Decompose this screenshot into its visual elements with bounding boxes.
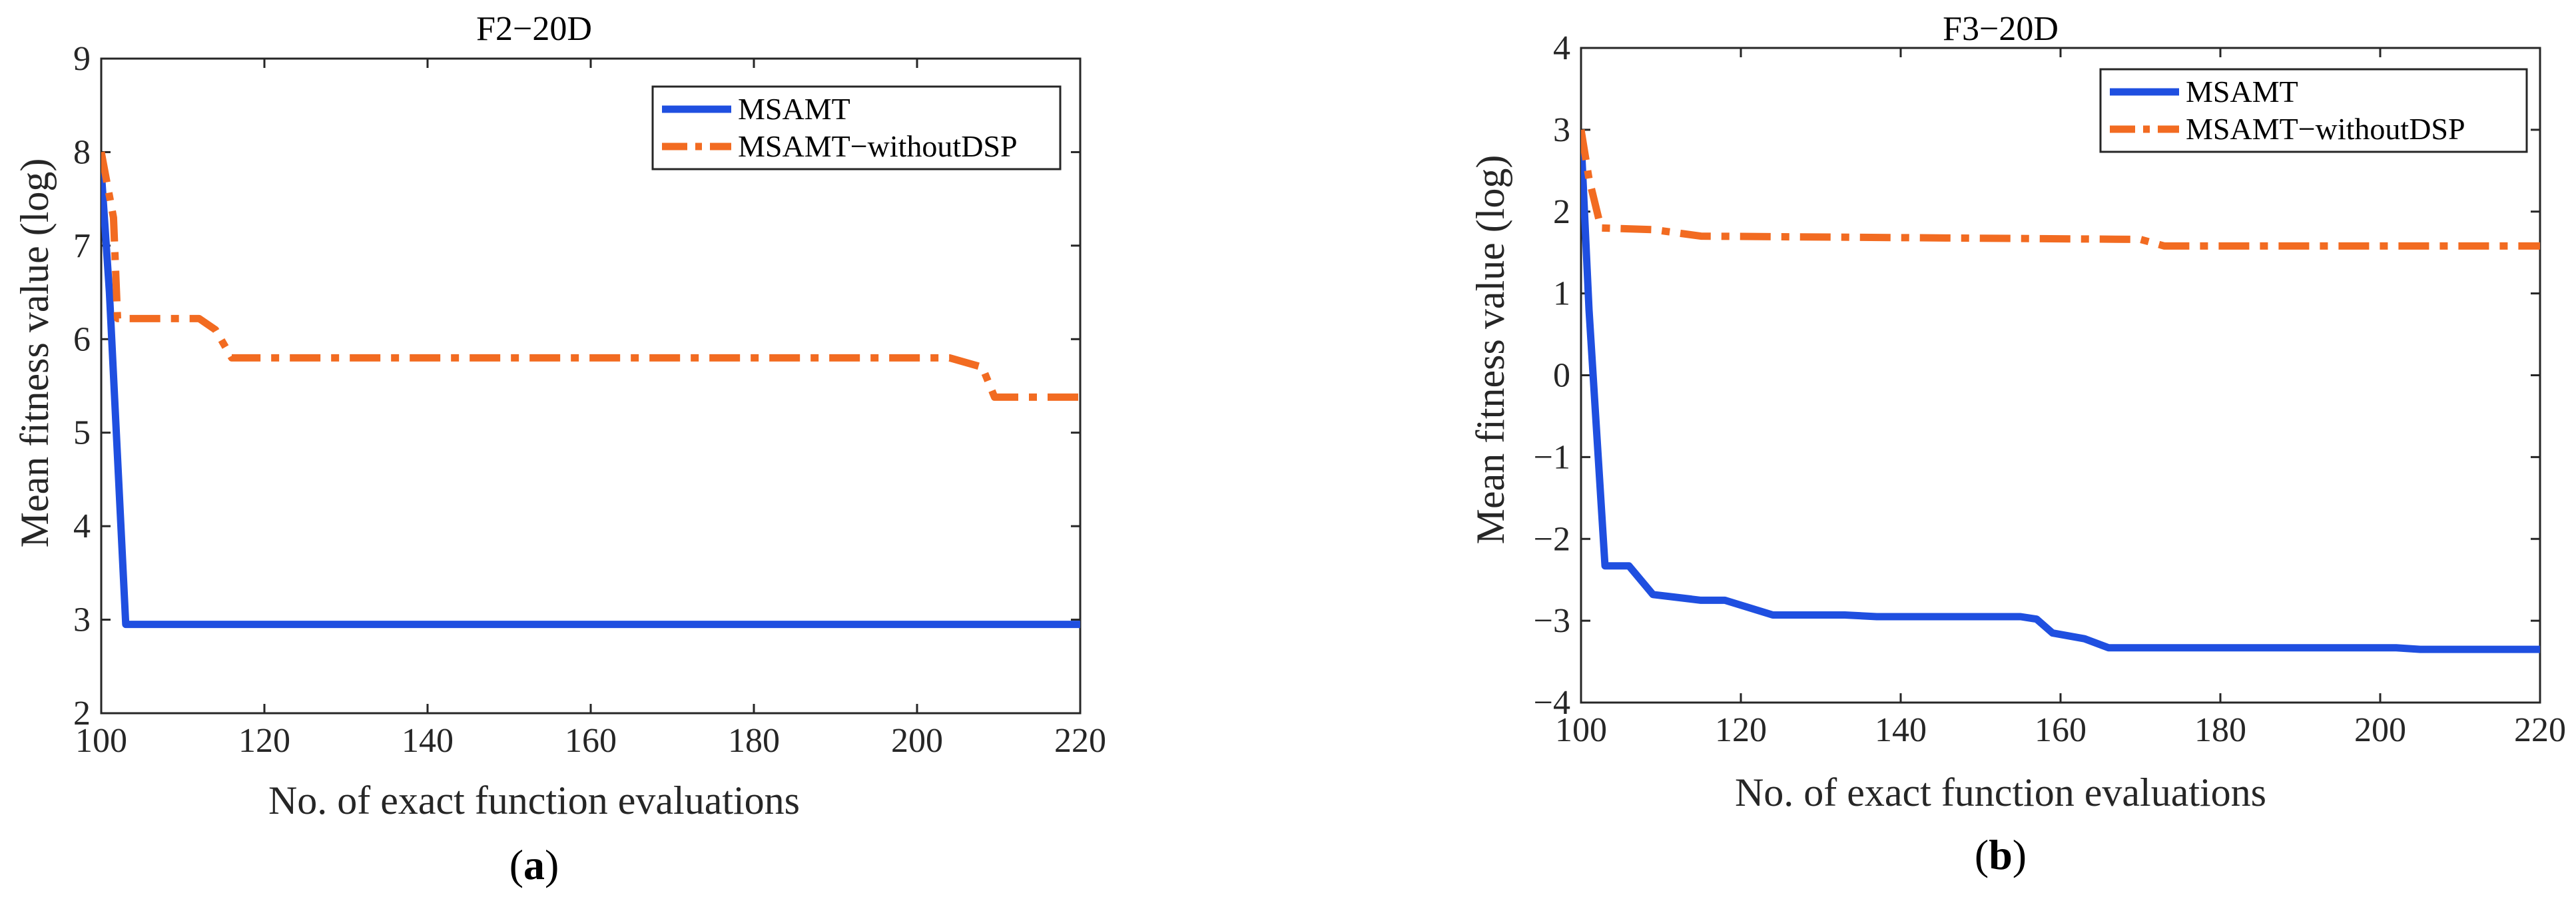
caption-b-open: ( [1975,831,1989,878]
chart-a-title: F2−20D [476,10,592,48]
chart-a-xtick-label: 220 [1054,722,1106,760]
chart-b-series-msamt-line [1581,137,2540,653]
caption-a-close: ) [545,841,559,888]
chart-b-series-msamt-without-dsp-line [1581,129,2540,250]
chart-a-xtick-label: 120 [238,722,290,760]
chart-b-title: F3−20D [1943,10,2059,48]
chart-b-xtick-label: 100 [1555,711,1607,749]
chart-b-ytick-label: 3 [1553,111,1570,149]
chart-b-xtick-label: 160 [2035,711,2087,749]
chart-a-legend-label: MSAMT−withoutDSP [738,129,1018,163]
chart-b-plot: 100 120 140 160 180 200 220 −4 −3 −2 −1 0 1 2 3 4 MSAMTM… [1534,29,2566,749]
chart-b-legend-label: MSAMT [2186,75,2298,109]
chart-b-xtick-label: 200 [2354,711,2406,749]
chart-b-xtick-label: 180 [2194,711,2246,749]
chart-a-xtick-label: 100 [75,722,127,760]
chart-b-xlabel: No. of exact function evaluations [1735,770,2266,814]
chart-b-ytick-label: 2 [1553,193,1570,231]
chart-a-xtick-label: 140 [402,722,454,760]
chart-b-ytick-label: 1 [1553,275,1570,313]
chart-b-ytick-label: −2 [1534,520,1570,558]
chart-a-ytick-label: 9 [73,40,91,78]
chart-b-ytick-label: 0 [1553,357,1570,395]
caption-b: (b) [1975,831,2027,878]
chart-a-legend-label: MSAMT [738,92,850,126]
chart-b-xtick-label: 120 [1715,711,1767,749]
caption-b-letter: b [1989,831,2013,878]
chart-a-ytick-label: 6 [73,320,91,358]
chart-a-plot: 100 120 140 160 180 200 220 2 3 4 5 6 7 8 9 MSAMTMSAMT−… [73,40,1106,760]
chart-b-legend-label: MSAMT−withoutDSP [2186,112,2465,146]
caption-a-letter: a [523,841,545,888]
chart-a-ytick-label: 2 [73,695,91,733]
chart-b-ytick-label: −1 [1534,438,1570,476]
chart-b-xtick-label: 140 [1875,711,1927,749]
chart-b-xtick-label: 220 [2514,711,2566,749]
chart-a-xlabel: No. of exact function evaluations [268,778,800,822]
chart-a-ytick-label: 8 [73,133,91,171]
caption-a: (a) [509,841,559,888]
chart-a-ytick-label: 3 [73,601,91,639]
caption-b-close: ) [2013,831,2027,878]
chart-b-legend-box [2099,68,2528,153]
chart-a-ytick-label: 4 [73,507,91,545]
chart-a-ytick-label: 5 [73,414,91,452]
chart-b-ytick-label: −4 [1534,684,1570,722]
chart-b-ytick-label: −3 [1534,602,1570,640]
chart-a-series-msamt-line [101,170,1080,629]
chart-a-ylabel: Mean fitness value (log) [13,158,57,548]
chart-a-ytick-label: 7 [73,227,91,265]
caption-a-open: ( [509,841,523,888]
chart-a: F2−20D 100 120 140 160 180 200 220 2 3 4 5 6 7 8 9 MSAM… [13,10,1106,888]
chart-b-ytick-label: 4 [1553,29,1570,67]
chart-a-xtick-label: 160 [565,722,617,760]
chart-a-xtick-label: 200 [891,722,943,760]
chart-b-ylabel: Mean fitness value (log) [1468,155,1512,545]
chart-a-xtick-label: 180 [728,722,780,760]
chart-a-legend-box [651,85,1062,170]
chart-a-series-msamt-without-dsp-line [101,151,1080,401]
chart-b: F3−20D 100 120 140 160 180 200 220 −4 −3 −2 −1 0 1 2 3… [1468,10,2566,878]
